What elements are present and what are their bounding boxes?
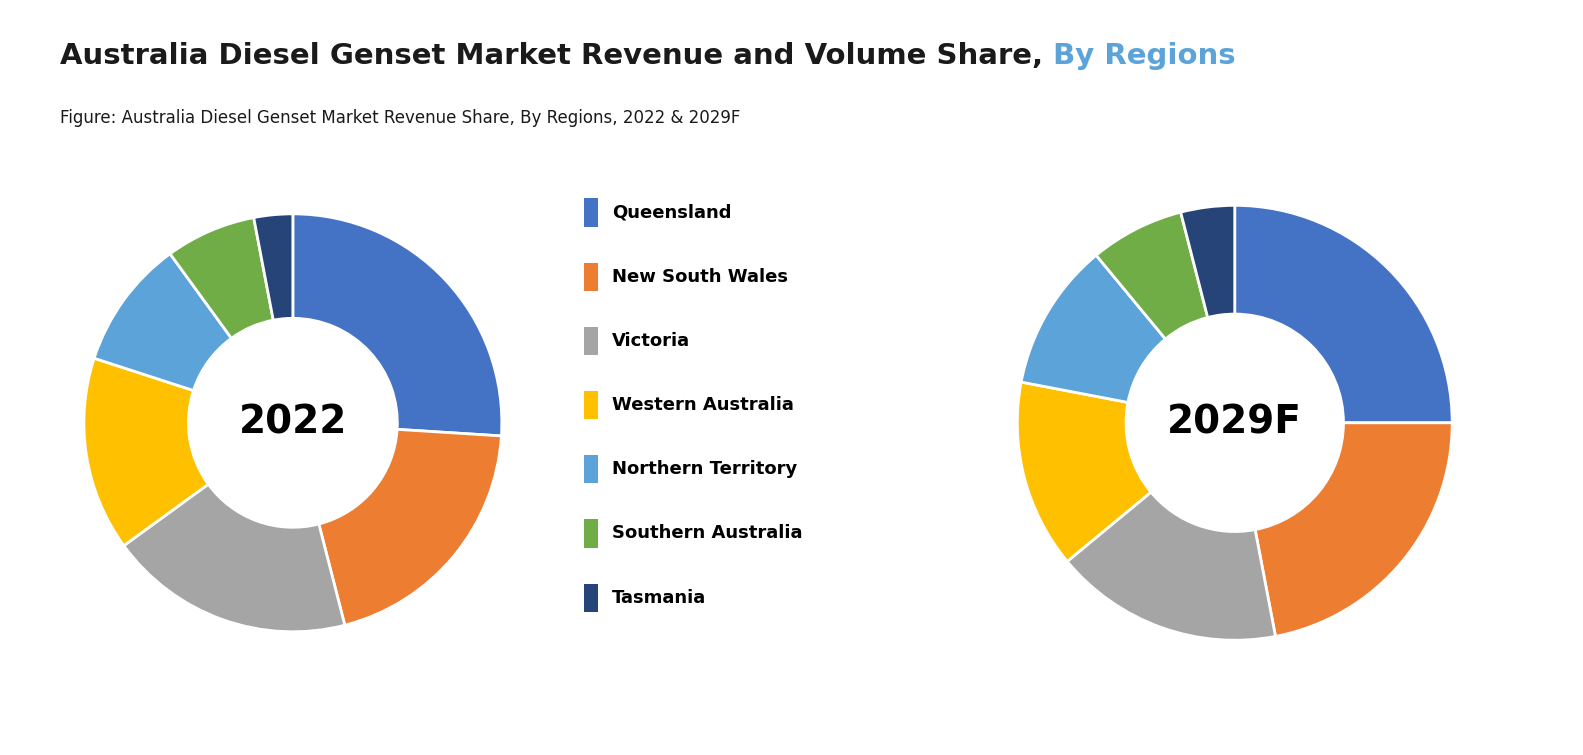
FancyBboxPatch shape bbox=[584, 584, 598, 612]
Text: Northern Territory: Northern Territory bbox=[613, 461, 798, 479]
Wedge shape bbox=[169, 217, 274, 338]
Text: 2022: 2022 bbox=[239, 404, 347, 442]
Wedge shape bbox=[253, 214, 293, 320]
Text: Southern Australia: Southern Australia bbox=[613, 525, 803, 543]
Wedge shape bbox=[1067, 492, 1276, 640]
Text: Victoria: Victoria bbox=[613, 332, 690, 350]
FancyBboxPatch shape bbox=[584, 263, 598, 291]
FancyBboxPatch shape bbox=[584, 455, 598, 483]
FancyBboxPatch shape bbox=[584, 519, 598, 547]
Text: Western Australia: Western Australia bbox=[613, 396, 795, 414]
Wedge shape bbox=[84, 358, 209, 546]
Text: By Regions: By Regions bbox=[1043, 42, 1236, 69]
Wedge shape bbox=[1021, 255, 1165, 402]
FancyBboxPatch shape bbox=[584, 199, 598, 226]
Text: 2029F: 2029F bbox=[1167, 404, 1303, 442]
Wedge shape bbox=[1235, 205, 1452, 423]
Text: Australia Diesel Genset Market Revenue and Volume Share,: Australia Diesel Genset Market Revenue a… bbox=[60, 42, 1043, 69]
Wedge shape bbox=[123, 484, 345, 632]
Wedge shape bbox=[1181, 205, 1235, 318]
Text: Figure: Australia Diesel Genset Market Revenue Share, By Regions, 2022 & 2029F: Figure: Australia Diesel Genset Market R… bbox=[60, 109, 741, 128]
FancyBboxPatch shape bbox=[584, 327, 598, 355]
Text: Queensland: Queensland bbox=[613, 204, 731, 222]
Text: Tasmania: Tasmania bbox=[613, 589, 706, 607]
Wedge shape bbox=[318, 430, 502, 625]
Wedge shape bbox=[1095, 212, 1208, 339]
Text: New South Wales: New South Wales bbox=[613, 268, 788, 286]
Wedge shape bbox=[93, 254, 231, 390]
Wedge shape bbox=[293, 214, 502, 436]
Wedge shape bbox=[1018, 382, 1151, 562]
FancyBboxPatch shape bbox=[584, 391, 598, 419]
Wedge shape bbox=[1255, 423, 1452, 636]
